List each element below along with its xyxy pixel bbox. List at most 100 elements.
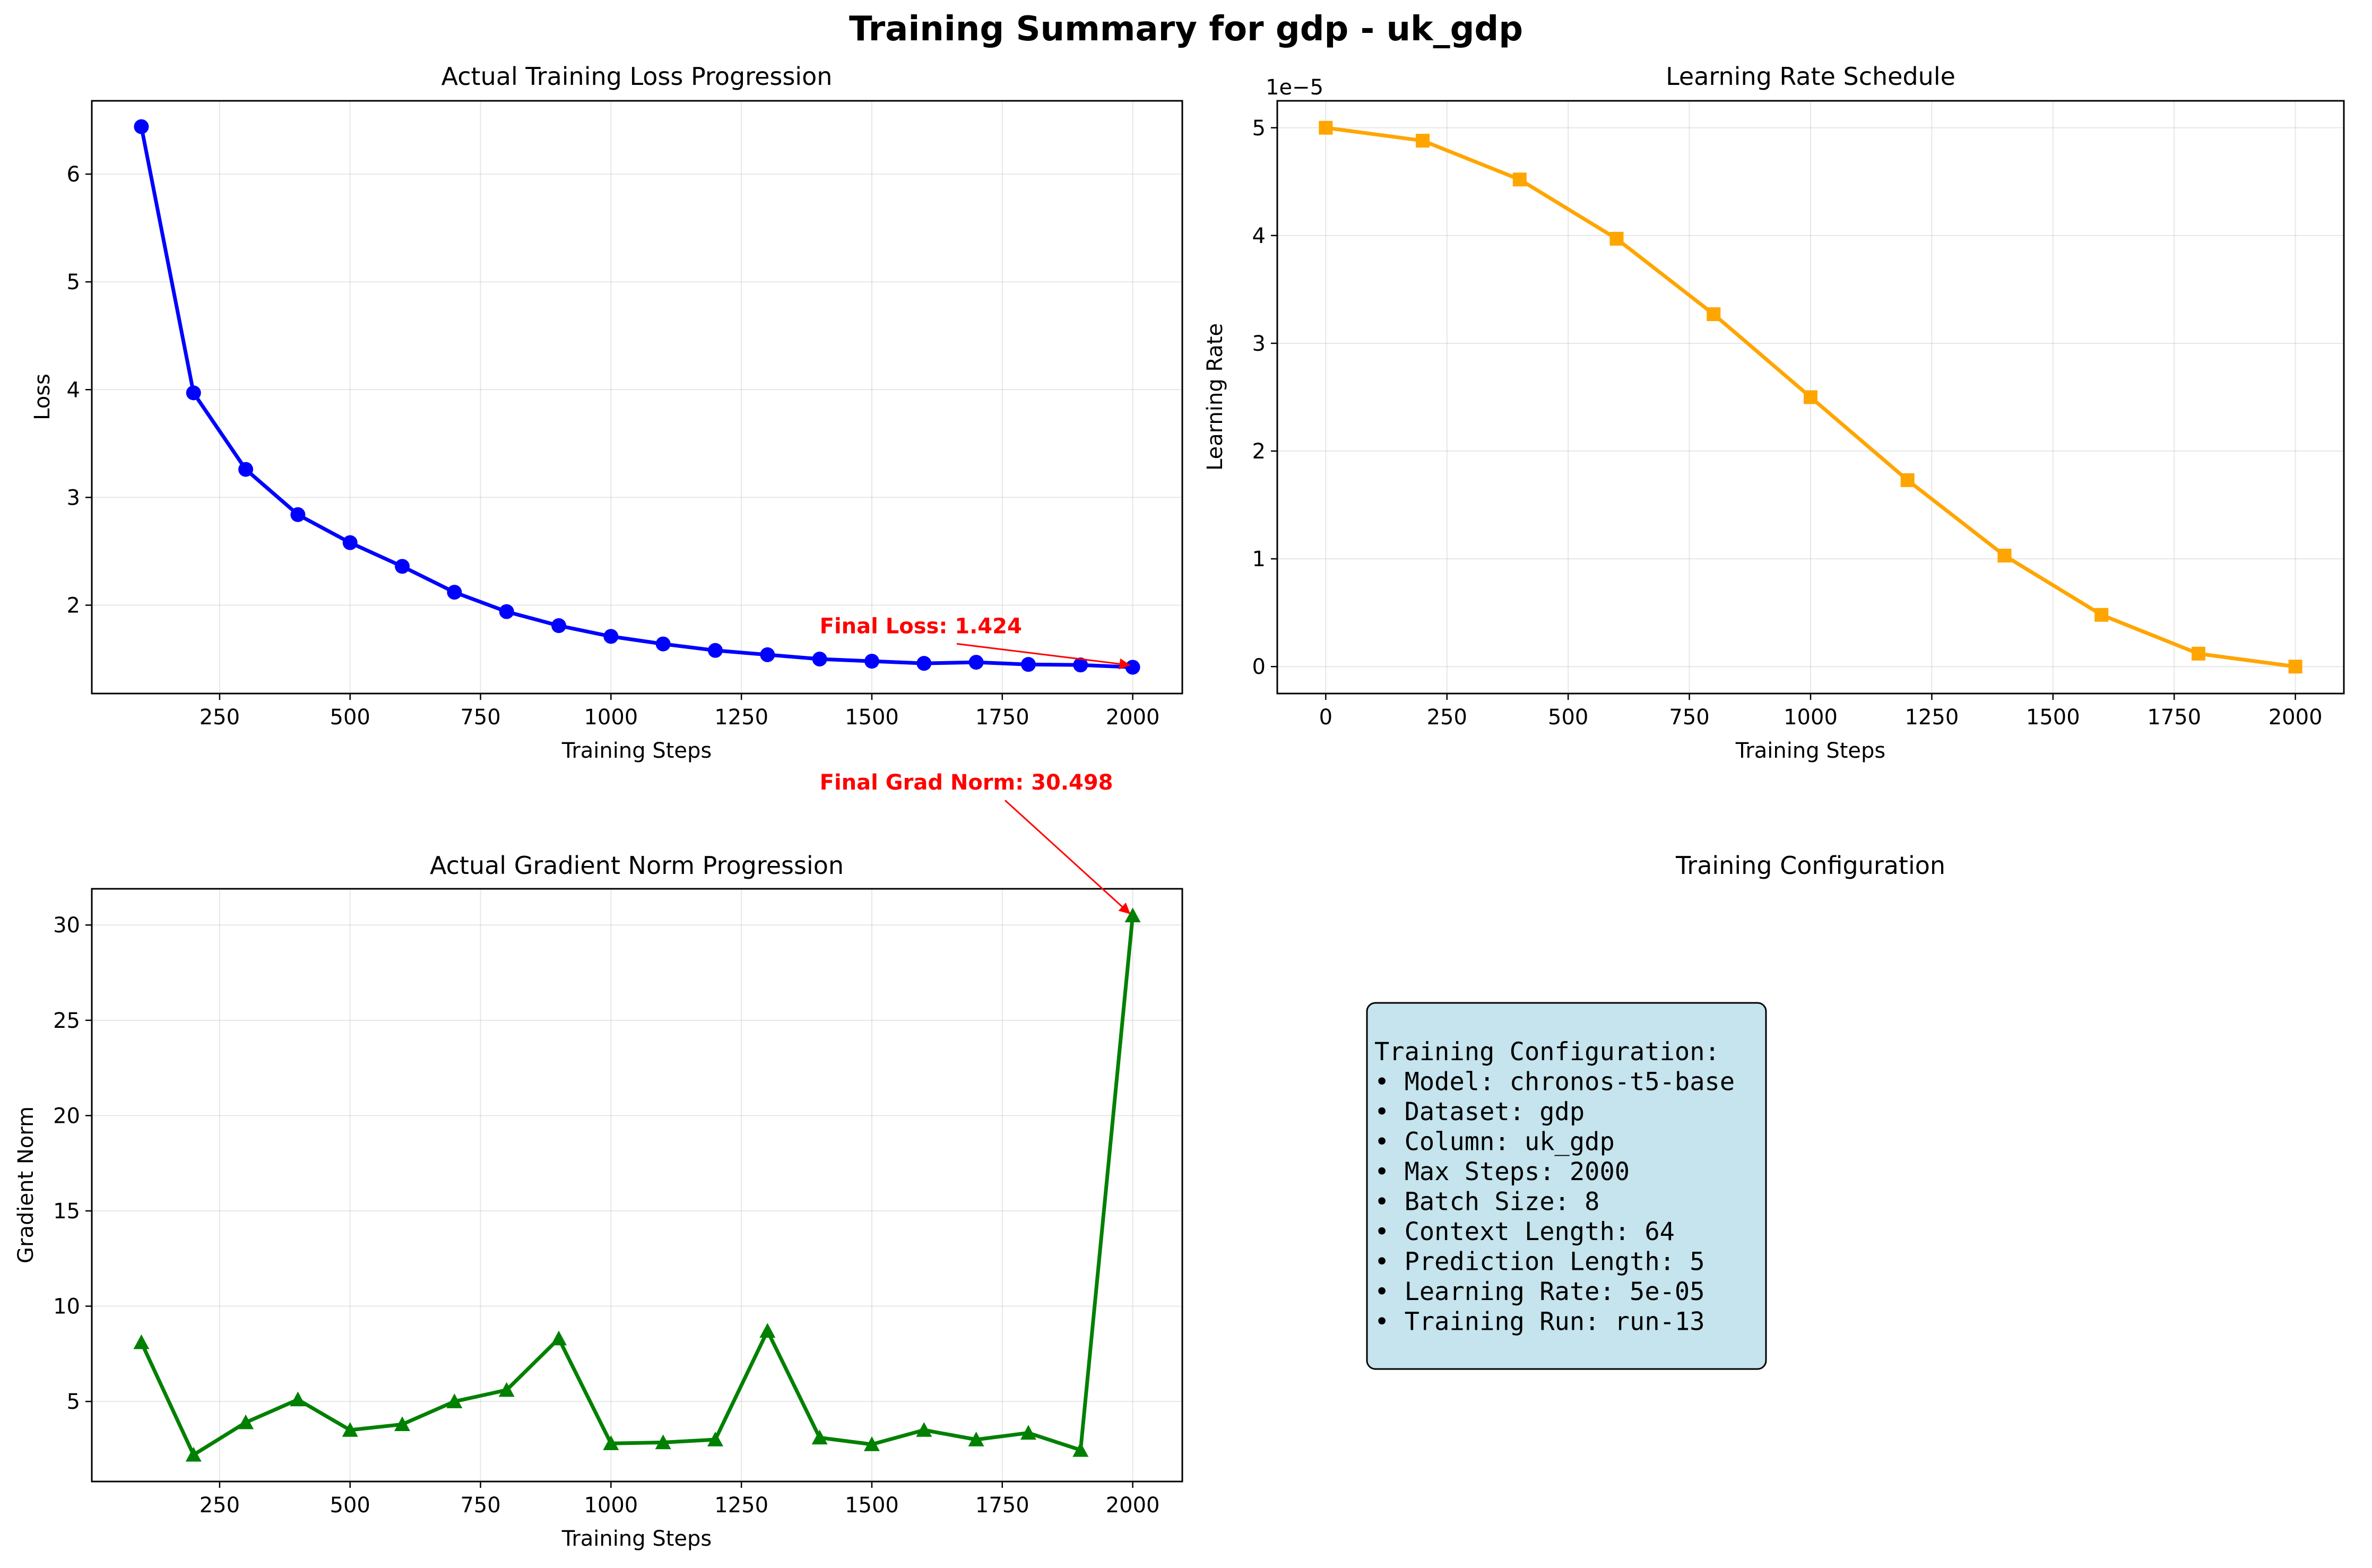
config-line: • Model: chronos-t5-base (1374, 1068, 1735, 1097)
lr-data-point (1997, 549, 2012, 563)
loss-data-point (134, 119, 149, 134)
figure-title: Training Summary for gdp - uk_gdp (849, 10, 1523, 49)
config-line: • Batch Size: 8 (1374, 1188, 1599, 1217)
loss-data-point (290, 507, 306, 522)
grad-y-tick-label: 20 (53, 1104, 80, 1128)
loss-data-point (238, 462, 254, 477)
grad-data-point (1124, 907, 1141, 923)
loss-data-point (864, 654, 879, 669)
config-line: • Column: uk_gdp (1374, 1128, 1615, 1157)
grad-data-point (968, 1431, 984, 1446)
grad-y-tick-label: 30 (53, 913, 80, 938)
grad-grid (92, 889, 1182, 1482)
loss-ticks: 250 500 750 1000 1250 1500 1750 2000 2 3 4 5 6 (67, 162, 1160, 730)
lr-y-tick-label: 2 (1252, 439, 1266, 464)
lr-x-axis-label: Training Steps (1735, 739, 1885, 763)
grad-data-point (811, 1430, 828, 1445)
loss-data-point (812, 652, 827, 667)
lr-plot-frame (1276, 100, 2345, 695)
loss-final-annotation: Final Loss: 1.424 (820, 614, 1131, 670)
loss-x-tick-label: 1500 (845, 705, 899, 730)
grad-y-tick-label: 25 (53, 1009, 80, 1033)
loss-data-point (1125, 660, 1140, 675)
lr-series (1319, 120, 2302, 674)
config-box (1366, 1002, 1767, 1370)
lr-x-tick-label: 750 (1669, 705, 1709, 730)
loss-x-tick-label: 2000 (1106, 705, 1160, 730)
grad-x-axis-label: Training Steps (561, 1527, 712, 1551)
loss-data-point (760, 647, 775, 662)
loss-data-point (968, 655, 984, 670)
loss-data-point (707, 643, 723, 658)
grad-x-tick-label: 1250 (714, 1493, 768, 1518)
lr-x-tick-label: 500 (1548, 705, 1588, 730)
loss-data-point (551, 618, 567, 634)
loss-y-tick-label: 5 (67, 270, 80, 294)
grad-x-tick-label: 250 (200, 1493, 240, 1518)
lr-y-tick-label: 0 (1252, 655, 1266, 679)
grad-x-tick-label: 500 (330, 1493, 370, 1518)
grad-data-point (655, 1434, 671, 1450)
loss-y-tick-label: 2 (67, 593, 80, 618)
config-line: • Dataset: gdp (1374, 1097, 1585, 1127)
grad-chart: Actual Gradient Norm Progression 250 500 7… (14, 770, 1183, 1551)
loss-y-tick-label: 3 (67, 486, 80, 510)
grad-data-point (603, 1435, 619, 1450)
grad-y-tick-label: 10 (53, 1295, 80, 1319)
loss-x-tick-label: 1000 (584, 705, 638, 730)
config-panel-title: Training Configuration (1675, 851, 1945, 880)
loss-y-tick-label: 6 (67, 162, 80, 187)
grad-data-point (759, 1323, 776, 1338)
lr-data-point (1609, 231, 1624, 246)
loss-data-point (603, 629, 619, 644)
grad-x-tick-label: 2000 (1106, 1493, 1160, 1518)
loss-y-tick-label: 4 (67, 378, 80, 402)
grad-data-point (394, 1416, 411, 1432)
lr-x-tick-label: 250 (1427, 705, 1467, 730)
grad-x-tick-label: 1000 (584, 1493, 638, 1518)
grad-chart-title: Actual Gradient Norm Progression (430, 851, 844, 880)
lr-data-point (2191, 646, 2205, 661)
lr-y-tick-label: 4 (1252, 224, 1266, 248)
grad-data-point (551, 1330, 567, 1346)
lr-x-tick-label: 1000 (1784, 705, 1838, 730)
loss-y-axis-label: Loss (30, 374, 55, 420)
grad-ticks: 250 500 750 1000 1250 1500 1750 2000 5 10 15 20 25 30 (53, 913, 1159, 1518)
loss-x-axis-label: Training Steps (561, 739, 712, 763)
grad-x-tick-label: 750 (460, 1493, 500, 1518)
loss-annotation-arrow (956, 643, 1131, 670)
config-line: • Max Steps: 2000 (1374, 1157, 1630, 1186)
loss-chart: Actual Training Loss Progression 250 500 7… (30, 62, 1183, 763)
grad-data-point (1020, 1425, 1036, 1440)
lr-data-point (2094, 608, 2109, 622)
loss-x-tick-label: 1250 (714, 705, 768, 730)
lr-ticks: 0 250 500 750 1000 1250 1500 1750 2000 0 1 2 3 4 5 (1252, 116, 2323, 730)
grad-data-point (446, 1393, 463, 1408)
grad-y-tick-label: 5 (67, 1390, 80, 1414)
lr-x-tick-label: 1250 (1905, 705, 1959, 730)
lr-data-point (1319, 120, 1333, 135)
lr-x-tick-label: 1750 (2147, 705, 2201, 730)
grad-data-point (498, 1382, 515, 1397)
lr-y-axis-label: Learning Rate (1203, 323, 1227, 471)
lr-x-tick-label: 1500 (2026, 705, 2080, 730)
lr-data-point (1707, 307, 1721, 322)
grad-series (133, 907, 1141, 1462)
grad-data-point (916, 1422, 932, 1437)
loss-data-point (395, 559, 410, 574)
grad-series-line (140, 915, 1135, 1457)
config-line: • Training Run: run-13 (1374, 1307, 1705, 1337)
lr-chart-title: Learning Rate Schedule (1666, 62, 1955, 91)
lr-grid (1277, 101, 2344, 694)
grad-final-annotation: Final Grad Norm: 30.498 (820, 770, 1131, 914)
grad-x-tick-label: 1750 (975, 1493, 1029, 1518)
grad-y-axis-label: Gradient Norm (14, 1106, 38, 1263)
grad-data-point (290, 1391, 306, 1407)
lr-y-tick-label: 5 (1252, 116, 1266, 141)
loss-x-tick-label: 250 (200, 705, 240, 730)
loss-data-point (499, 604, 514, 619)
grad-x-tick-label: 1500 (845, 1493, 899, 1518)
loss-x-tick-label: 750 (460, 705, 500, 730)
loss-annotation-text: Final Loss: 1.424 (820, 614, 1022, 638)
